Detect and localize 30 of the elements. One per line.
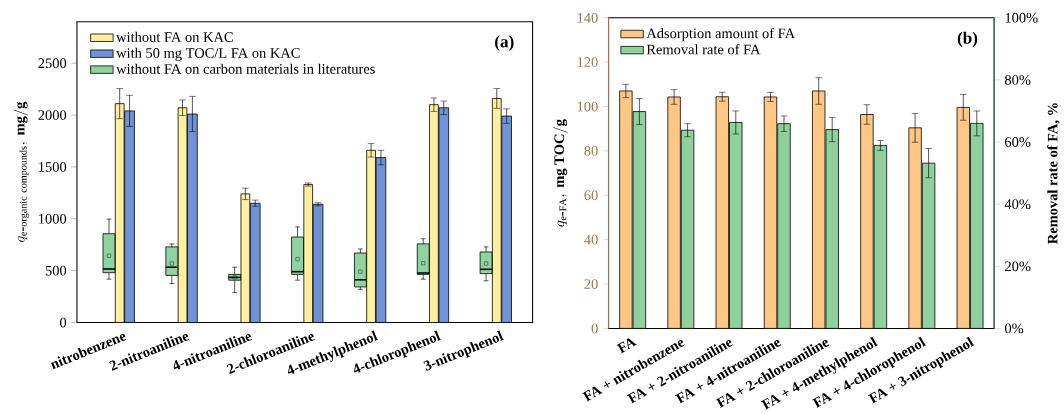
y-tick-label: 0 [591,323,598,334]
y-tick-label: 40 [584,234,598,245]
y2-tick-label: 0% [1004,323,1024,334]
y-tick-label: 2500 [38,58,67,68]
y-tick-label: 2000 [38,109,67,120]
legend-label: without FA on KAC [116,31,233,42]
legend-label: Adsorption amount of FA [646,27,796,41]
y-axis-title: $q_{\mathrm{e\mbox{-}FA}},\ \mathbf{mg\ TOC/g}$ [553,118,568,227]
y-tick-label: 1000 [39,213,67,224]
y2-tick-label: 20% [1005,261,1031,271]
y-tick-label: 0 [60,317,67,328]
y2-axis-title: Removal rate of FA, % [1047,103,1060,244]
y-tick-label: 100 [577,101,598,112]
y2-tick-label: 40% [1004,199,1031,209]
y2-tick-label: 60% [1005,136,1031,147]
y-tick-label: 500 [45,265,67,276]
y-tick-label: 20 [584,278,598,289]
y-tick-label: 80 [584,145,598,156]
legend-label: Removal rate of FA [646,43,761,55]
y-tick-label: 120 [577,57,598,67]
y-axis-title: $q_{\mathrm{e\mbox{-}organic\ compounds}},\ \mathbf{mg/g}$ [13,101,29,242]
legend-label: with 50 mg TOC/L FA on KAC [116,47,300,61]
y-tick-label: 140 [577,12,598,23]
annotation: (a) [495,35,514,51]
y-tick-label: 60 [584,190,598,200]
y-tick-label: 1500 [39,161,67,172]
y2-tick-label: 80% [1004,74,1031,85]
legend-label: without FA on carbon materials in literatures [116,63,375,74]
annotation: (b) [957,31,978,47]
y2-tick-label: 100% [1005,12,1038,23]
